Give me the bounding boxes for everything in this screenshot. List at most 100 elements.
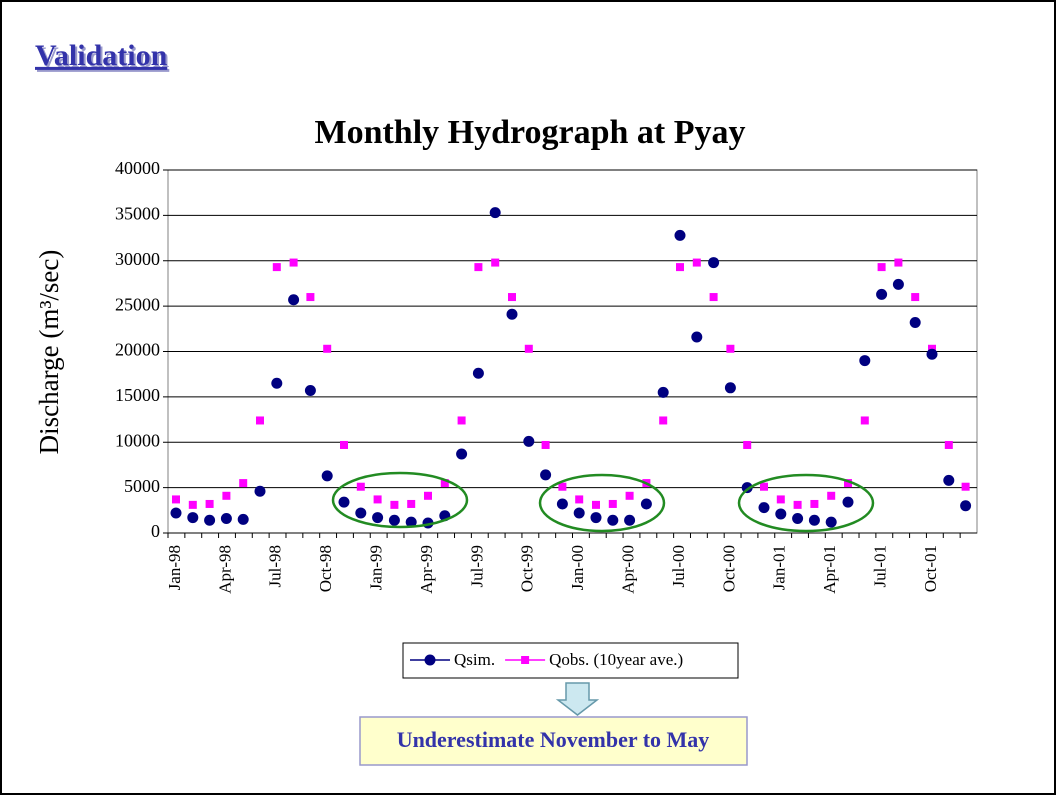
marker (776, 495, 785, 504)
marker (491, 258, 500, 267)
marker (187, 512, 199, 524)
marker (304, 385, 316, 397)
marker (373, 495, 382, 504)
x-tick-label: Oct-00 (719, 545, 738, 592)
marker (321, 470, 333, 482)
marker (640, 498, 652, 510)
marker (540, 469, 552, 481)
marker (340, 440, 348, 449)
legend-label: Qobs. (10year ave.) (549, 650, 683, 669)
marker (659, 416, 668, 425)
marker (624, 514, 636, 526)
y-tick-label: 25000 (115, 294, 160, 314)
marker (676, 263, 684, 272)
chart-title: Monthly Hydrograph at Pyay (314, 114, 745, 151)
marker (524, 344, 533, 353)
x-tick-label: Jan-98 (165, 545, 184, 590)
marker (575, 495, 584, 504)
marker (674, 229, 686, 241)
marker (272, 263, 281, 272)
x-tick-label: Apr-01 (820, 545, 839, 594)
marker (355, 507, 367, 519)
callout-box (359, 716, 748, 766)
x-tick-label: Oct-01 (921, 545, 940, 592)
marker (170, 507, 182, 519)
x-tick-label: Apr-00 (619, 545, 638, 594)
marker (472, 367, 484, 379)
marker (558, 482, 567, 491)
marker (909, 316, 921, 328)
plot: 0 5000 10000 15000 20000 25000 30000 35000 40000… (115, 158, 977, 594)
legend-entries: Qsim. Qobs. (10year ave.) (410, 650, 683, 669)
marker (590, 512, 602, 524)
marker (608, 499, 617, 508)
marker (489, 207, 501, 219)
y-tick-label: 15000 (115, 385, 160, 405)
marker (254, 485, 266, 497)
marker (844, 479, 852, 488)
slide-title: Validation (35, 39, 168, 72)
marker (541, 440, 550, 449)
x-tick-label: Apr-99 (417, 545, 436, 594)
marker (372, 512, 384, 524)
highlight-ellipse (331, 471, 469, 529)
marker (506, 308, 518, 320)
marker (894, 258, 903, 267)
marker (724, 382, 736, 394)
arrow (555, 682, 600, 716)
y-tick-label: 5000 (124, 476, 160, 496)
marker (825, 516, 837, 528)
marker (356, 482, 365, 491)
marker (323, 344, 332, 353)
marker (592, 500, 600, 509)
marker (237, 513, 249, 525)
marker (625, 491, 634, 500)
marker (607, 514, 619, 526)
marker (892, 278, 904, 290)
marker (827, 491, 836, 500)
marker (944, 440, 953, 449)
highlight-ellipse (538, 473, 666, 533)
marker (692, 258, 701, 267)
marker (474, 263, 483, 272)
marker (188, 500, 197, 509)
callout-text: Underestimate November to May (397, 727, 710, 752)
marker (726, 344, 735, 353)
marker (859, 355, 871, 367)
y-axis-label: Discharge (m³/sec) (34, 250, 64, 455)
x-tick-label: Jan-00 (568, 545, 587, 590)
marker (708, 257, 720, 269)
marker (172, 495, 180, 504)
marker (457, 416, 466, 425)
marker (792, 512, 804, 524)
x-tick-label: Jul-01 (871, 545, 890, 588)
y-tick-label: 40000 (115, 158, 160, 178)
marker (926, 348, 938, 360)
x-tick-label: Jul-99 (467, 545, 486, 588)
marker (860, 416, 869, 425)
marker (440, 479, 449, 488)
marker (521, 656, 530, 664)
marker (388, 514, 400, 526)
marker (338, 496, 350, 508)
marker (424, 491, 432, 500)
x-tick-label: Jan-01 (770, 545, 789, 590)
marker (424, 654, 436, 666)
marker (760, 482, 768, 491)
marker (743, 440, 752, 449)
marker (407, 499, 416, 508)
highlight-ellipse (737, 473, 875, 533)
y-tick-label: 10000 (115, 430, 160, 450)
marker (205, 499, 214, 508)
slide-title-shadow: Validation (37, 41, 170, 74)
marker (256, 416, 264, 425)
x-tick-label: Jan-99 (367, 545, 386, 590)
marker (220, 512, 232, 524)
marker (204, 514, 216, 526)
marker (911, 293, 920, 302)
marker (808, 514, 820, 526)
marker (556, 498, 568, 510)
marker (758, 502, 770, 514)
marker (508, 293, 516, 302)
marker (390, 500, 399, 509)
